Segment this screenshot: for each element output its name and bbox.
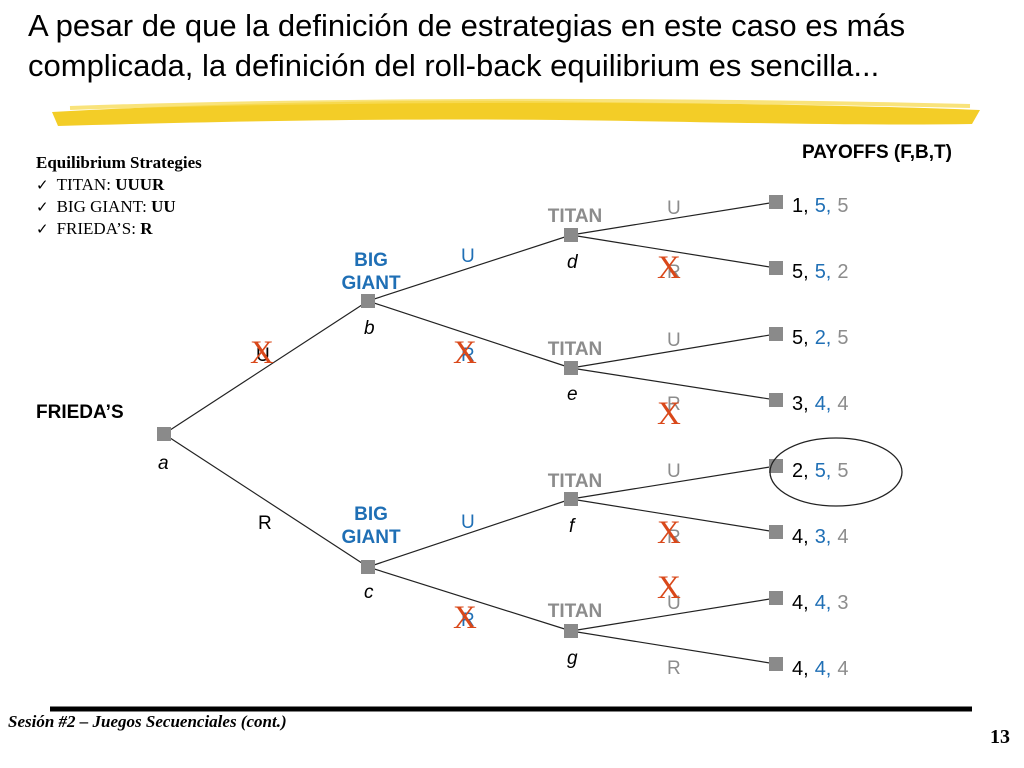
move-label-g-up: U <box>667 593 681 614</box>
checkmark-icon: ✓ <box>36 176 49 194</box>
payoffs-header: PAYOFFS (F,B,T) <box>802 142 952 163</box>
cross-mark-f-right: X <box>657 515 681 551</box>
edge-b-e <box>367 300 572 369</box>
move-label-a-right: R <box>258 513 272 534</box>
edge-g-7 <box>570 597 777 632</box>
payoff-row-7: 4, 4, 3 <box>792 592 849 614</box>
node-e <box>564 361 578 375</box>
move-label-b-up: U <box>461 246 475 267</box>
move-label-f-up: U <box>667 461 681 482</box>
node-label-f: f <box>569 516 576 537</box>
cross-mark-b-right: X <box>453 335 477 371</box>
cross-mark-a-up: X <box>250 335 274 371</box>
player-big-giant-top-line1: BIG <box>354 250 388 271</box>
player-titan-d: TITAN <box>548 206 603 227</box>
payoff-row-8: 4, 4, 4 <box>792 658 849 680</box>
edge-c-f <box>367 498 572 568</box>
node-g <box>564 624 578 638</box>
node-d <box>564 228 578 242</box>
edge-a-b <box>163 300 369 435</box>
equilibrium-heading: Equilibrium Strategies <box>36 153 202 172</box>
node-a <box>157 427 171 441</box>
player-titan-g: TITAN <box>548 601 603 622</box>
tree-nodes <box>157 195 783 671</box>
slide-title: A pesar de que la definición de estrateg… <box>28 8 906 83</box>
cross-mark-d-right: X <box>657 250 681 286</box>
edge-d-1 <box>570 201 777 236</box>
equilibrium-item-friedas: ✓ FRIEDA’S: R <box>36 218 202 240</box>
edge-e-4 <box>570 367 777 401</box>
terminal-node <box>769 525 783 539</box>
equilibrium-value: R <box>140 219 153 238</box>
equilibrium-item-titan: ✓ TITAN: UUUR <box>36 174 202 196</box>
move-label-g-right: R <box>667 658 681 679</box>
edge-e-3 <box>570 333 777 369</box>
tree-edges <box>163 201 777 665</box>
terminal-node <box>769 327 783 341</box>
terminal-node <box>769 393 783 407</box>
node-label-b: b <box>364 318 375 339</box>
equilibrium-strategies: Equilibrium Strategies ✓ TITAN: UUUR ✓ B… <box>36 152 202 240</box>
checkmark-icon: ✓ <box>36 220 49 238</box>
move-label-e-right: R <box>667 394 681 415</box>
move-label-b-right: R <box>461 345 475 366</box>
node-label-e: e <box>567 384 578 405</box>
move-label-c-up: U <box>461 512 475 533</box>
equilibrium-label: FRIEDA’S: <box>56 219 141 238</box>
terminal-node <box>769 261 783 275</box>
player-big-giant-bottom-line1: BIG <box>354 504 388 525</box>
player-big-giant-top-line2: GIANT <box>341 273 401 294</box>
footer-session: Sesión #2 – Juegos Secuenciales (cont.) <box>8 712 287 731</box>
move-label-f-right: R <box>667 527 681 548</box>
node-label-d: d <box>567 252 579 273</box>
terminal-node <box>769 657 783 671</box>
payoff-row-3: 5, 2, 5 <box>792 327 849 349</box>
equilibrium-highlight-ellipse <box>769 437 903 507</box>
payoff-list: 1, 5, 5 5, 5, 2 5, 2, 5 3, 4, 4 2, 5, 5 4, 3, 4 4, 4,… <box>792 195 849 680</box>
checkmark-icon: ✓ <box>36 198 49 216</box>
payoff-row-6: 4, 3, 4 <box>792 526 849 548</box>
edge-b-d <box>367 234 572 302</box>
move-label-a-up: U <box>256 345 270 366</box>
terminal-node <box>769 195 783 209</box>
node-label-c: c <box>364 582 374 603</box>
equilibrium-item-big-giant: ✓ BIG GIANT: UU <box>36 196 202 218</box>
cross-mark-e-right: X <box>657 396 681 432</box>
node-label-a: a <box>158 453 169 474</box>
node-f <box>564 492 578 506</box>
payoff-row-1: 1, 5, 5 <box>792 195 849 217</box>
player-big-giant-bottom-line2: GIANT <box>341 527 401 548</box>
payoff-row-2: 5, 5, 2 <box>792 261 849 283</box>
equilibrium-value: UU <box>151 197 176 216</box>
payoff-row-5: 2, 5, 5 <box>792 460 849 482</box>
cross-mark-c-right: X <box>453 600 477 636</box>
edge-f-6 <box>570 498 777 533</box>
page-number: 13 <box>990 726 1010 748</box>
move-label-e-up: U <box>667 330 681 351</box>
terminal-node <box>769 591 783 605</box>
equilibrium-label: BIG GIANT: <box>56 197 152 216</box>
edge-f-5 <box>570 465 777 500</box>
move-label-c-right: R <box>461 610 475 631</box>
edge-g-8 <box>570 630 777 665</box>
node-c <box>361 560 375 574</box>
equilibrium-value: UUUR <box>115 175 165 194</box>
move-label-d-right: R <box>667 262 681 283</box>
highlighter-stroke <box>52 98 980 126</box>
player-titan-f: TITAN <box>548 471 603 492</box>
cross-mark-g-up: X <box>657 570 681 606</box>
move-label-d-up: U <box>667 198 681 219</box>
edge-d-2 <box>570 234 777 269</box>
node-b <box>361 294 375 308</box>
equilibrium-label: TITAN: <box>56 175 116 194</box>
edge-a-c <box>163 433 369 568</box>
player-friedas: FRIEDA’S <box>36 402 124 423</box>
player-titan-e: TITAN <box>548 339 603 360</box>
edge-c-g <box>367 566 572 632</box>
payoff-row-4: 3, 4, 4 <box>792 393 849 415</box>
node-label-g: g <box>567 648 578 669</box>
